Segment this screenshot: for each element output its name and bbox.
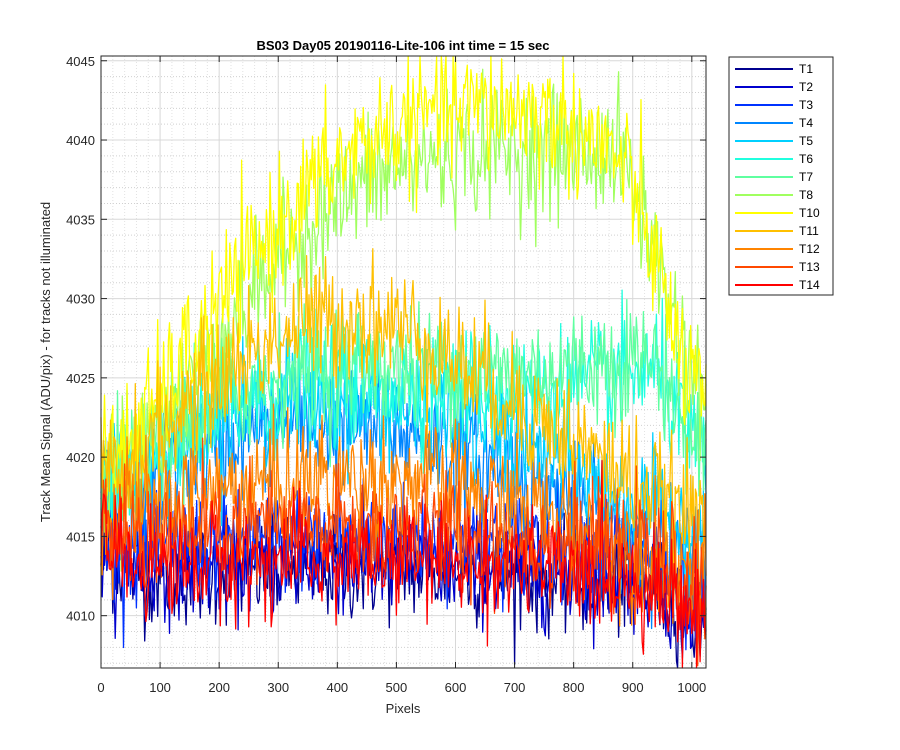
- x-tick-label: 400: [326, 680, 348, 695]
- legend-label: T8: [799, 188, 813, 202]
- legend-label: T14: [799, 278, 820, 292]
- x-tick-label: 500: [386, 680, 408, 695]
- legend-label: T10: [799, 206, 820, 220]
- y-axis-label: Track Mean Signal (ADU/pix) - for tracks…: [38, 202, 53, 522]
- y-tick-label: 4045: [66, 54, 95, 69]
- plot-area: [100, 55, 707, 669]
- x-tick-labels: 0 100 200 300 400 500 600 700 800 900 1000: [97, 680, 706, 695]
- legend-label: T12: [799, 242, 820, 256]
- legend-label: T7: [799, 170, 813, 184]
- x-axis-label: Pixels: [386, 701, 421, 716]
- y-tick-label: 4035: [66, 212, 95, 227]
- series-lines: [100, 55, 707, 669]
- y-tick-label: 4030: [66, 292, 95, 307]
- series-line-t13: [100, 437, 707, 667]
- x-tick-label: 0: [97, 680, 104, 695]
- x-tick-label: 1000: [677, 680, 706, 695]
- x-tick-label: 600: [445, 680, 467, 695]
- x-tick-label: 900: [622, 680, 644, 695]
- x-tick-label: 300: [267, 680, 289, 695]
- chart-title: BS03 Day05 20190116-Lite-106 int time = …: [256, 38, 549, 53]
- legend-label: T3: [799, 98, 813, 112]
- legend: T1 T2 T3 T4 T5 T6 T7 T8 T10 T11 T12 T13 T14: [728, 56, 834, 296]
- series-line-t14: [100, 459, 707, 669]
- y-tick-label: 4010: [66, 609, 95, 624]
- legend-label: T4: [799, 116, 813, 130]
- legend-label: T13: [799, 260, 820, 274]
- axis-ticks: [100, 56, 706, 668]
- legend-label: T1: [799, 62, 813, 76]
- plot-frame: [100, 55, 707, 669]
- y-tick-label: 4020: [66, 450, 95, 465]
- y-tick-label: 4040: [66, 133, 95, 148]
- series-line-t7: [100, 298, 707, 539]
- legend-label: T2: [799, 80, 813, 94]
- legend-label: T6: [799, 152, 813, 166]
- series-line-t11: [100, 248, 707, 599]
- legend-label: T5: [799, 134, 813, 148]
- y-tick-label: 4015: [66, 529, 95, 544]
- x-tick-label: 100: [149, 680, 171, 695]
- legend-label: T11: [799, 224, 819, 238]
- y-tick-label: 4025: [66, 371, 95, 386]
- legend-entries: T1 T2 T3 T4 T5 T6 T7 T8 T10 T11 T12 T13 T14: [735, 62, 820, 292]
- y-tick-labels: 4010 4015 4020 4025 4030 4035 4040 4045: [66, 54, 95, 624]
- series-line-t10: [100, 55, 707, 496]
- x-tick-label: 700: [504, 680, 526, 695]
- x-tick-label: 200: [208, 680, 230, 695]
- x-tick-label: 800: [563, 680, 585, 695]
